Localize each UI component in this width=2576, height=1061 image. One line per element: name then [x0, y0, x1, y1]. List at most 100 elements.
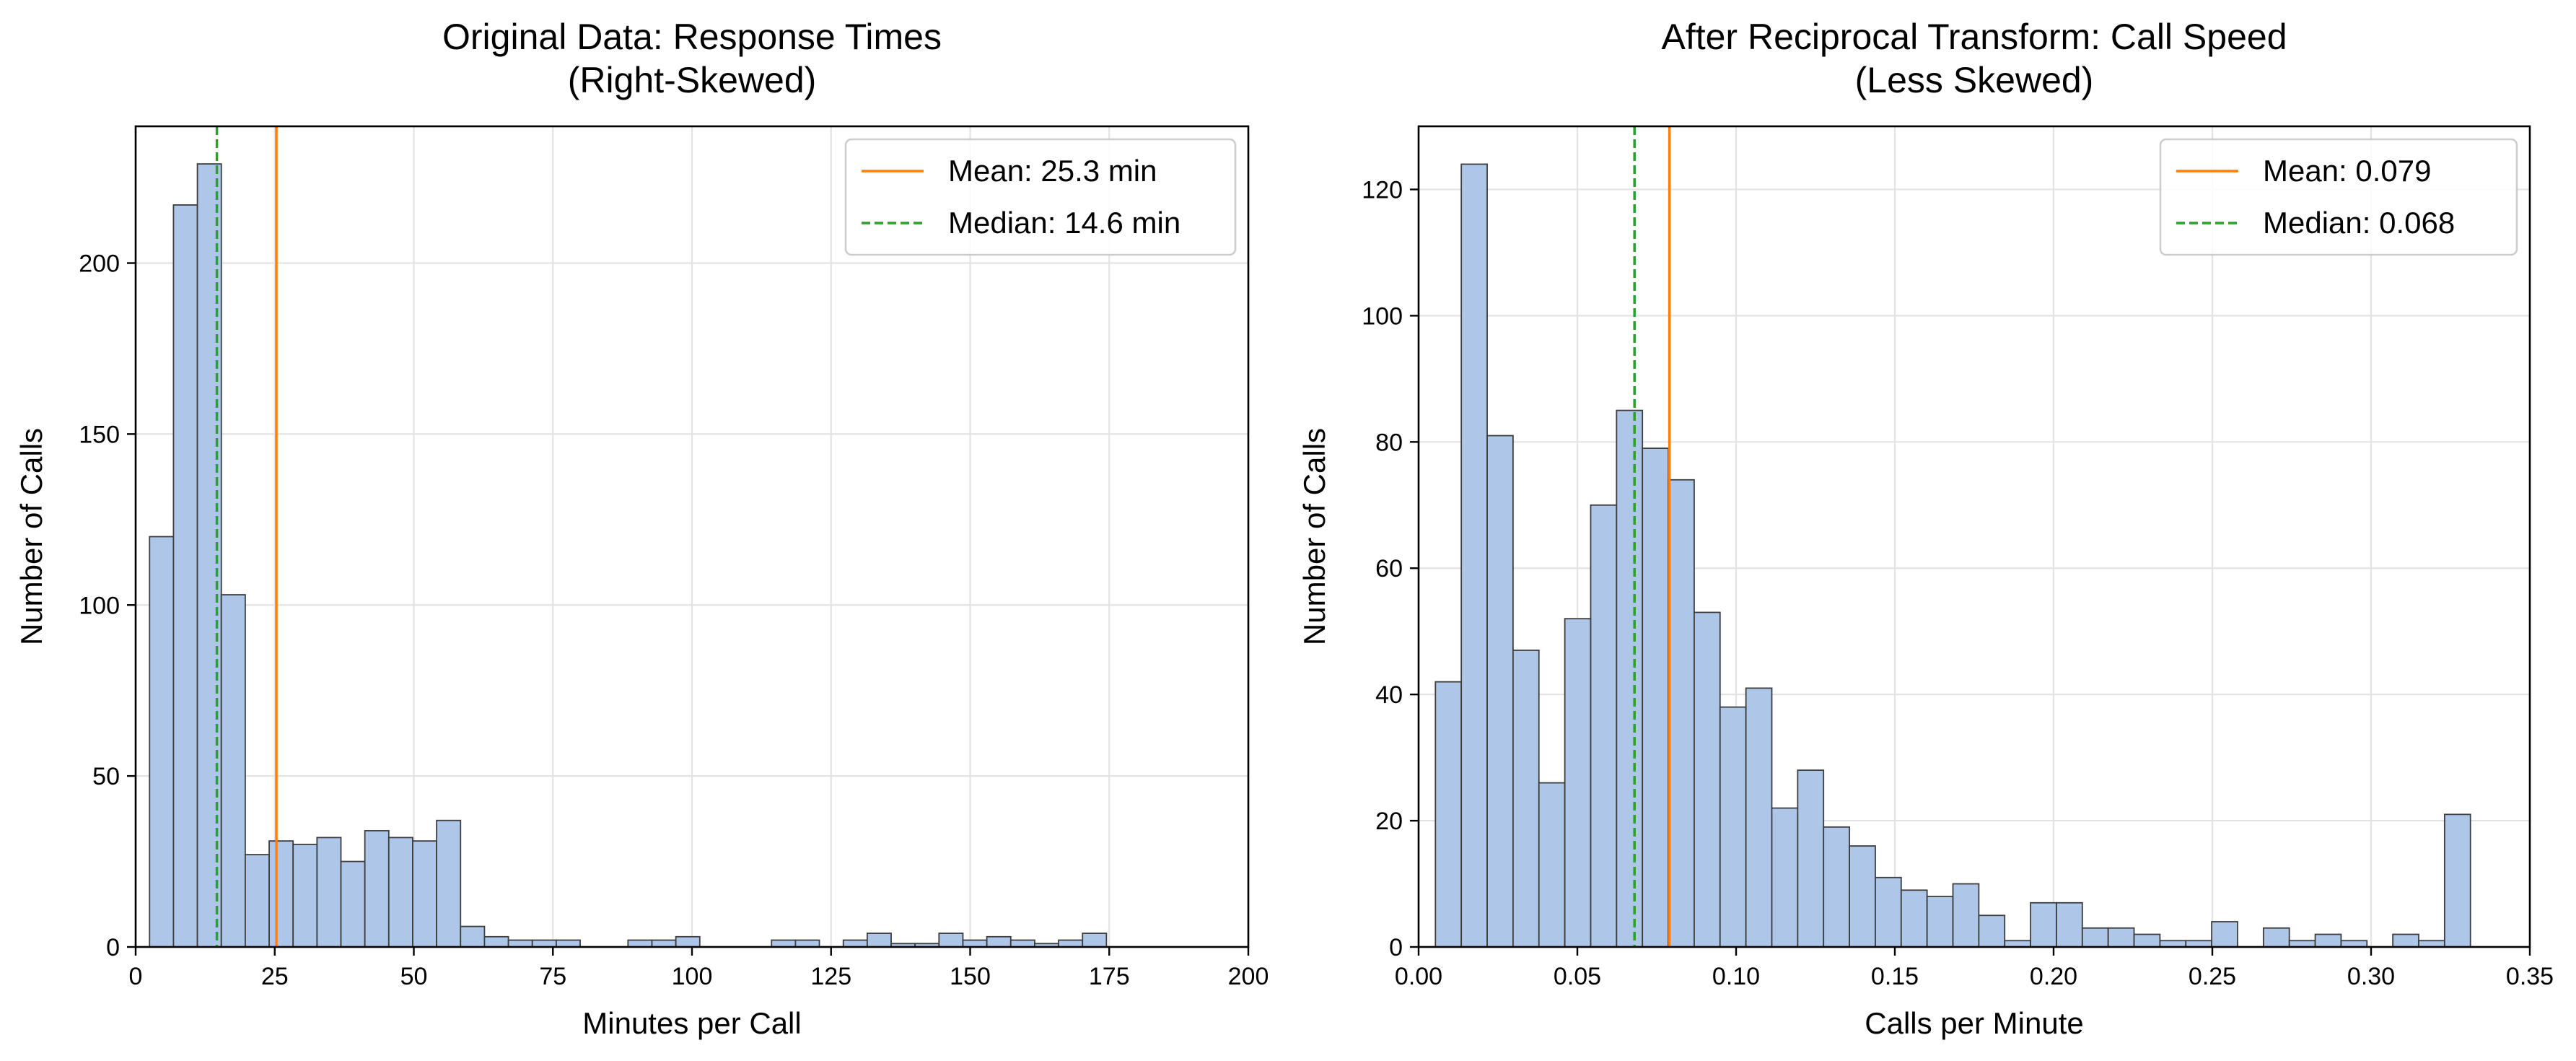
histogram-bar: [1460, 163, 1488, 948]
x-tick-label: 0.20: [2030, 963, 2077, 990]
legend: Mean: 0.079 Median: 0.068: [2159, 138, 2518, 256]
histogram-bar: [1694, 611, 1721, 948]
legend-label-median: Median: 0.068: [2263, 206, 2455, 240]
histogram-bar: [1978, 914, 2006, 948]
x-tick-label: 100: [672, 963, 713, 990]
histogram-bar: [938, 933, 964, 948]
histogram-bar: [268, 840, 294, 948]
histogram-bar: [2133, 933, 2161, 948]
x-tick-label: 0.05: [1554, 963, 1601, 990]
histogram-bar: [771, 939, 797, 948]
histogram-bar: [1590, 504, 1618, 948]
histogram-bar: [244, 854, 270, 948]
histogram-bar: [794, 939, 820, 948]
histogram-bar: [1823, 826, 1850, 948]
histogram-bar: [316, 837, 342, 948]
x-tick-label: 75: [539, 963, 566, 990]
histogram-bar: [531, 939, 557, 948]
histogram-bar: [651, 939, 677, 948]
histogram-bar: [1668, 479, 1695, 948]
y-tick-label: 100: [79, 592, 120, 619]
chart-subtitle: (Right-Skewed): [568, 60, 817, 100]
histogram-bar: [149, 536, 175, 948]
histogram-bar: [1564, 618, 1592, 948]
x-tick-label: 0: [129, 963, 143, 990]
x-tick-label: 25: [261, 963, 289, 990]
histogram-bar: [1745, 687, 1773, 948]
histogram-bar: [2159, 940, 2187, 948]
y-tick-label: 0: [1389, 934, 1403, 961]
histogram-bar: [412, 840, 438, 948]
x-tick-label: 0.15: [1871, 963, 1919, 990]
x-tick-label: 0.30: [2347, 963, 2395, 990]
x-axis-label: Minutes per Call: [582, 1006, 801, 1040]
y-tick-label: 100: [1362, 302, 1403, 330]
x-tick-label: 125: [810, 963, 851, 990]
histogram-bar: [842, 939, 868, 948]
histogram-bar: [555, 939, 581, 948]
histogram-bar: [627, 939, 653, 948]
x-tick-label: 150: [950, 963, 991, 990]
histogram-bar: [866, 933, 892, 948]
chart-2: After Reciprocal Transform: Call Speed(L…: [1297, 17, 2554, 1040]
histogram-bar: [1952, 883, 1980, 948]
x-tick-label: 175: [1089, 963, 1130, 990]
histogram-bar: [2030, 901, 2057, 948]
y-tick-label: 40: [1375, 681, 1403, 709]
chart-subtitle: (Less Skewed): [1855, 60, 2094, 100]
y-tick-label: 60: [1375, 555, 1403, 582]
plot-frame: [1417, 125, 2531, 948]
histogram-bar: [1875, 876, 1902, 948]
histogram-bar: [2418, 940, 2445, 948]
legend: Mean: 25.3 min Median: 14.6 min: [844, 138, 1237, 256]
histogram-bar: [1771, 807, 1799, 948]
histogram-bar: [1642, 447, 1669, 948]
histogram-bar: [2004, 940, 2031, 948]
histogram-bar: [2185, 940, 2213, 948]
x-tick-label: 0.00: [1395, 963, 1442, 990]
legend-box: [844, 138, 1237, 256]
histogram-bar: [340, 860, 366, 948]
histogram-bars: [149, 163, 1108, 948]
histogram-bar: [460, 925, 486, 948]
y-tick-label: 0: [106, 934, 120, 961]
x-tick-label: 0.25: [2189, 963, 2236, 990]
histogram-bar: [1058, 939, 1084, 948]
histogram-bar: [2211, 921, 2238, 948]
histogram-bar: [364, 830, 390, 948]
y-tick-label: 150: [79, 421, 120, 448]
chart-title: After Reciprocal Transform: Call Speed: [1661, 17, 2287, 57]
y-tick-label: 80: [1375, 429, 1403, 456]
histogram-bar: [2443, 813, 2471, 948]
y-tick-label: 120: [1362, 176, 1403, 204]
histogram-bar: [1486, 435, 1514, 948]
histogram-bar: [2081, 927, 2109, 948]
y-tick-label: 200: [79, 250, 120, 278]
histogram-bar: [2262, 927, 2290, 948]
histogram-bar: [2340, 940, 2368, 948]
x-tick-label: 200: [1228, 963, 1269, 990]
histogram-bar: [2314, 933, 2342, 948]
x-tick-label: 50: [400, 963, 428, 990]
histogram-bar: [1719, 706, 1747, 948]
legend-box: [2159, 138, 2518, 256]
histogram-bar: [436, 819, 462, 948]
x-axis-label: Calls per Minute: [1865, 1006, 2083, 1040]
histogram-bar: [172, 204, 198, 948]
gridlines: [134, 126, 1250, 948]
histogram-bar: [1434, 681, 1463, 948]
histogram-bar: [1082, 933, 1108, 948]
histogram-bar: [1538, 782, 1566, 948]
y-tick-label: 20: [1375, 808, 1403, 835]
histogram-bar: [2056, 901, 2083, 948]
chart-1: Original Data: Response Times(Right-Skew…: [14, 17, 1269, 1040]
histogram-bar: [1849, 845, 1876, 948]
histogram-bar: [675, 935, 701, 948]
histogram-bar: [2107, 927, 2135, 948]
y-tick-label: 50: [92, 763, 120, 790]
y-axis-label: Number of Calls: [14, 428, 48, 645]
legend-label-mean: Mean: 25.3 min: [948, 154, 1157, 188]
histogram-bar: [507, 939, 533, 948]
histogram-bar: [1900, 889, 1928, 948]
